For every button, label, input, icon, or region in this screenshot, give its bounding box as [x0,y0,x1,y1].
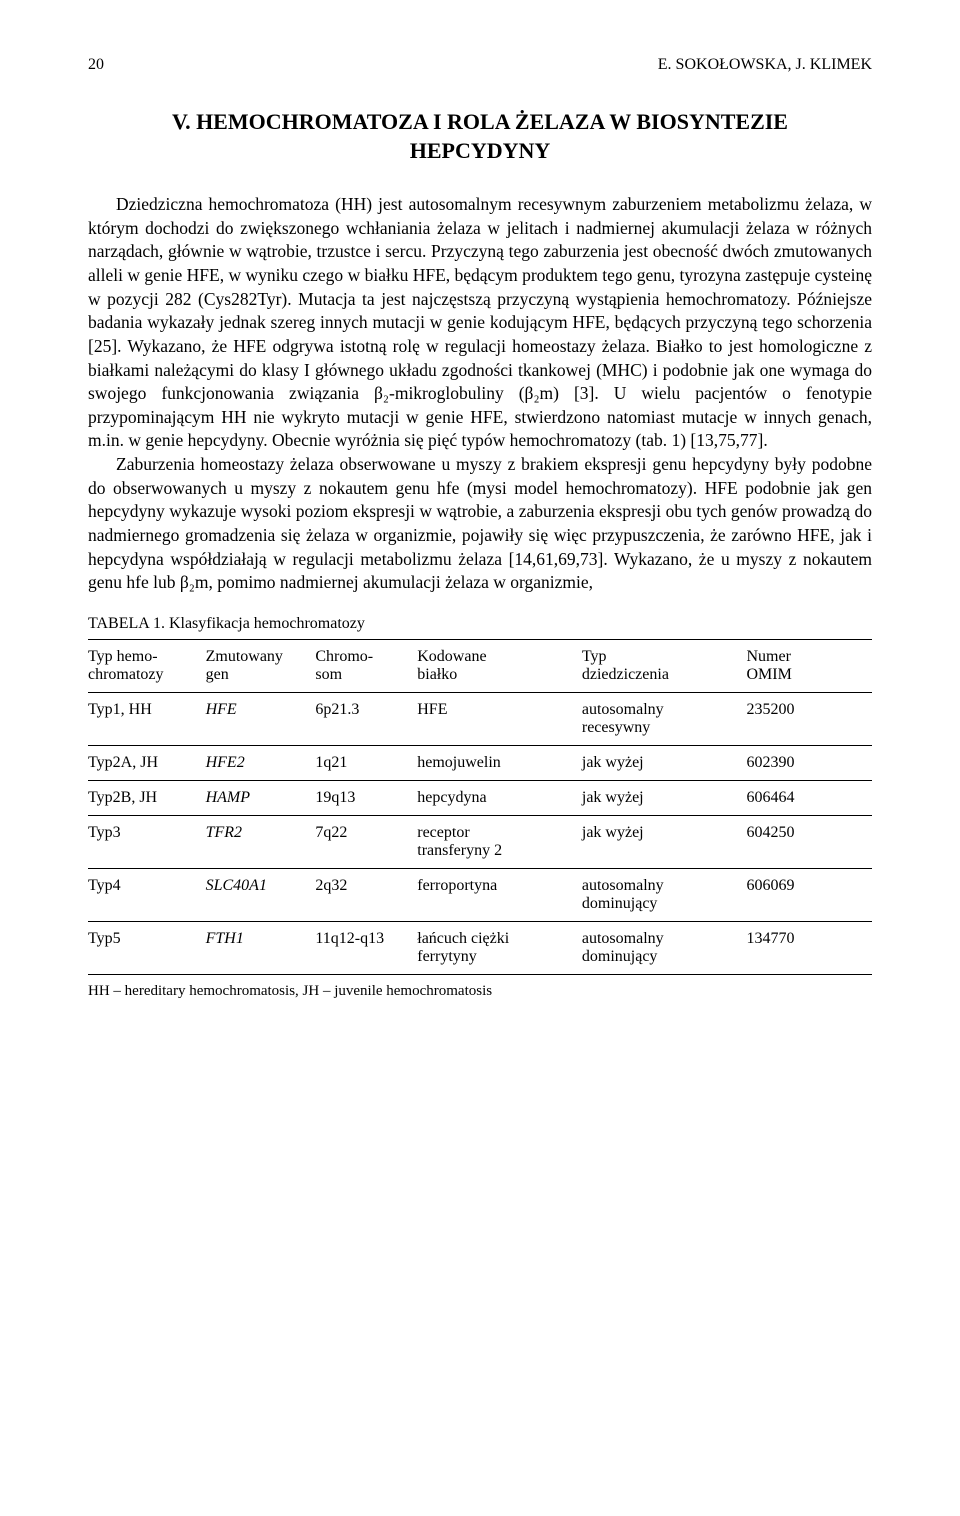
cell-omim: 602390 [747,745,873,780]
cell-text: autosomalny [582,877,664,894]
table-header-row: Typ hemo- chromatozy Zmutowany gen Chrom… [88,639,872,692]
col-header-text: chromatozy [88,666,164,683]
cell-text: receptor [417,824,469,841]
col-header-text: Numer [747,648,791,665]
gene-name: TFR2 [206,824,242,841]
cell-text: autosomalny [582,701,664,718]
gene-name: HFE [206,701,237,718]
cell-chromosome: 19q13 [315,780,417,815]
table-row: Typ4 SLC40A1 2q32 ferroportyna autosomal… [88,868,872,921]
cell-text: transferyny 2 [417,842,502,859]
table-caption: TABELA 1. Klasyfikacja hemochromatozy [88,615,872,633]
gene-name: FTH1 [206,930,244,947]
cell-gene: HFE [206,692,316,745]
table-row: Typ5 FTH1 11q12-q13 łańcuch ciężki ferry… [88,921,872,974]
gene-name: SLC40A1 [206,877,267,894]
cell-protein: ferroportyna [417,868,582,921]
col-header-text: Typ hemo- [88,648,158,665]
cell-chromosome: 6p21.3 [315,692,417,745]
gene-name: HFE2 [206,754,245,771]
cell-type: Typ2A, JH [88,745,206,780]
col-header-protein: Kodowane białko [417,639,582,692]
cell-protein: hepcydyna [417,780,582,815]
page: 20 E. SOKOŁOWSKA, J. KLIMEK V. HEMOCHROM… [0,0,960,1056]
cell-type: Typ2B, JH [88,780,206,815]
paragraph-2: Zaburzenia homeostazy żelaza obserwowane… [88,453,872,595]
cell-type: Typ5 [88,921,206,974]
section-title: V. HEMOCHROMATOZA I ROLA ŻELAZA W BIOSYN… [88,108,872,165]
cell-type: Typ1, HH [88,692,206,745]
table-row: Typ2B, JH HAMP 19q13 hepcydyna jak wyżej… [88,780,872,815]
cell-inheritance: autosomalny dominujący [582,868,747,921]
cell-gene: TFR2 [206,815,316,868]
cell-type: Typ4 [88,868,206,921]
col-header-text: OMIM [747,666,792,683]
cell-inheritance: jak wyżej [582,745,747,780]
cell-inheritance: autosomalny recesywny [582,692,747,745]
cell-gene: HAMP [206,780,316,815]
cell-chromosome: 2q32 [315,868,417,921]
cell-protein: receptor transferyny 2 [417,815,582,868]
col-header-text: białko [417,666,457,683]
cell-protein: hemojuwelin [417,745,582,780]
cell-omim: 606069 [747,868,873,921]
cell-omim: 235200 [747,692,873,745]
cell-text: dominujący [582,948,658,965]
cell-protein: HFE [417,692,582,745]
col-header-gene: Zmutowany gen [206,639,316,692]
col-header-text: Zmutowany [206,648,283,665]
cell-protein: łańcuch ciężki ferrytyny [417,921,582,974]
table-row: Typ2A, JH HFE2 1q21 hemojuwelin jak wyże… [88,745,872,780]
cell-text: recesywny [582,719,650,736]
cell-omim: 134770 [747,921,873,974]
col-header-omim: Numer OMIM [747,639,873,692]
section-title-line-2: HEPCYDYNY [410,138,551,163]
col-header-text: dziedziczenia [582,666,669,683]
running-header: 20 E. SOKOŁOWSKA, J. KLIMEK [88,56,872,74]
cell-type: Typ3 [88,815,206,868]
table-row: Typ1, HH HFE 6p21.3 HFE autosomalny rece… [88,692,872,745]
cell-text: ferrytyny [417,948,477,965]
table-row: Typ3 TFR2 7q22 receptor transferyny 2 ja… [88,815,872,868]
table-body: Typ1, HH HFE 6p21.3 HFE autosomalny rece… [88,692,872,974]
cell-chromosome: 7q22 [315,815,417,868]
cell-inheritance: autosomalny dominujący [582,921,747,974]
running-head: E. SOKOŁOWSKA, J. KLIMEK [658,56,872,74]
col-header-inheritance: Typ dziedziczenia [582,639,747,692]
col-header-text: som [315,666,342,683]
col-header-chromosome: Chromo- som [315,639,417,692]
cell-omim: 604250 [747,815,873,868]
section-title-line-1: V. HEMOCHROMATOZA I ROLA ŻELAZA W BIOSYN… [172,109,788,134]
col-header-text: Typ [582,648,607,665]
cell-gene: HFE2 [206,745,316,780]
page-number: 20 [88,56,104,74]
hemochromatosis-table: Typ hemo- chromatozy Zmutowany gen Chrom… [88,639,872,975]
col-header-type: Typ hemo- chromatozy [88,639,206,692]
cell-text: autosomalny [582,930,664,947]
col-header-text: gen [206,666,229,683]
col-header-text: Chromo- [315,648,373,665]
cell-omim: 606464 [747,780,873,815]
cell-gene: FTH1 [206,921,316,974]
cell-chromosome: 11q12-q13 [315,921,417,974]
col-header-text: Kodowane [417,648,486,665]
cell-gene: SLC40A1 [206,868,316,921]
table-footnote: HH – hereditary hemochromatosis, JH – ju… [88,983,872,1000]
cell-inheritance: jak wyżej [582,815,747,868]
cell-text: dominujący [582,895,658,912]
gene-name: HAMP [206,789,250,806]
cell-inheritance: jak wyżej [582,780,747,815]
cell-chromosome: 1q21 [315,745,417,780]
cell-text: łańcuch ciężki [417,930,509,947]
paragraph-1: Dziedziczna hemochromatoza (HH) jest aut… [88,193,872,453]
